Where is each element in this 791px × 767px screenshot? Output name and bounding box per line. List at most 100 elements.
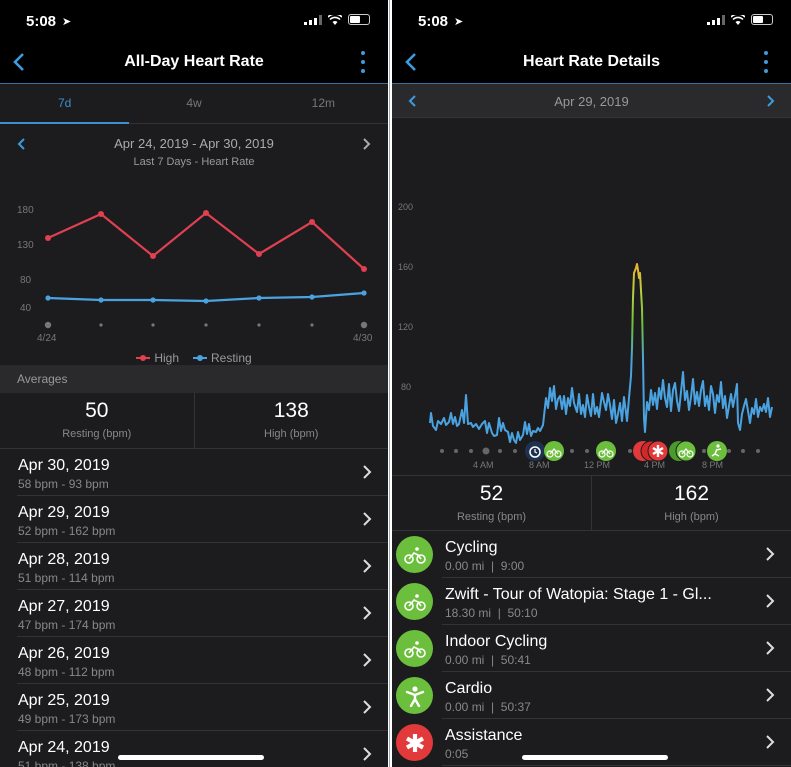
svg-text:200: 200 (398, 202, 413, 212)
home-indicator[interactable] (522, 755, 668, 760)
tab-12m[interactable]: 12m (311, 96, 335, 110)
seven-day-heart-rate-chart: 180 130 80 40 4/24 4/30 High Resting (0, 172, 388, 365)
more-options-button[interactable] (763, 51, 769, 73)
resting-swatch-icon (193, 355, 207, 361)
svg-text:8 AM: 8 AM (529, 460, 550, 470)
cycling-marker-icon[interactable] (544, 441, 564, 461)
svg-text:80: 80 (20, 275, 32, 286)
more-options-button[interactable] (360, 51, 366, 73)
tab-4w[interactable]: 4w (186, 96, 202, 110)
chevron-right-icon (766, 641, 775, 655)
activity-meta: 0.00 mi | 9:00 (445, 559, 525, 573)
activity-meta: 0.00 mi | 50:37 (445, 700, 531, 714)
avg-high-stat: 138 High (bpm) (193, 393, 389, 448)
day-row-apr-30[interactable]: Apr 30, 2019 58 bpm - 93 bpm (17, 449, 388, 496)
avg-high-value: 138 (273, 399, 309, 422)
chevron-right-icon (363, 559, 372, 573)
chevron-right-icon (363, 465, 372, 479)
cycling-marker-icon[interactable] (596, 441, 616, 461)
date-range-header: Apr 24, 2019 - Apr 30, 2019 Last 7 Days … (0, 124, 388, 172)
previous-range-button[interactable] (15, 137, 29, 151)
battery-icon (751, 14, 773, 25)
nav-bar: All-Day Heart Rate (0, 42, 388, 84)
averages-header: Averages (0, 365, 388, 393)
activity-row-indoor-cycling[interactable]: Indoor Cycling 0.00 mi | 50:41 (392, 625, 791, 672)
svg-text:4/30: 4/30 (353, 333, 373, 344)
activity-list: Cycling 0.00 mi | 9:00 Zwift - Tour of Wa… (392, 531, 791, 766)
location-arrow-icon: ➤ (62, 16, 72, 28)
svg-text:12 PM: 12 PM (584, 460, 610, 470)
activity-name: Cycling (445, 539, 498, 556)
back-button[interactable] (10, 50, 30, 74)
chevron-right-icon (766, 594, 775, 608)
activity-row-cardio[interactable]: Cardio 0.00 mi | 50:37 (392, 672, 791, 719)
day-range: 48 bpm - 112 bpm (18, 665, 115, 679)
svg-text:4 PM: 4 PM (644, 460, 665, 470)
high-value: 162 (673, 482, 710, 505)
cardio-marker-icon[interactable] (707, 441, 727, 461)
cellular-signal-icon (304, 14, 322, 25)
period-tabs: 7d 4w 12m (0, 84, 388, 124)
high-label: High (bpm) (664, 511, 719, 523)
day-row-apr-28[interactable]: Apr 28, 2019 51 bpm - 114 bpm (17, 543, 388, 590)
previous-day-button[interactable] (406, 94, 420, 108)
avg-resting-label: Resting (bpm) (62, 428, 132, 440)
resting-value: 52 (479, 482, 504, 505)
svg-text:160: 160 (398, 262, 413, 272)
nav-bar: Heart Rate Details (392, 42, 791, 84)
resting-stat: 52 Resting (bpm) (392, 476, 591, 530)
day-row-apr-29[interactable]: Apr 29, 2019 52 bpm - 162 bpm (17, 496, 388, 543)
svg-text:4 AM: 4 AM (473, 460, 494, 470)
avg-resting-stat: 50 Resting (bpm) (0, 393, 194, 448)
activity-row-zwift[interactable]: Zwift - Tour of Watopia: Stage 1 - Gl...… (392, 578, 791, 625)
assistance-marker-icon[interactable] (633, 440, 669, 462)
day-date: Apr 25, 2019 (18, 692, 110, 709)
status-bar: 5:08 ➤ (392, 0, 791, 42)
home-indicator[interactable] (118, 755, 264, 760)
day-range: 49 bpm - 173 bpm (18, 712, 116, 726)
day-row-apr-27[interactable]: Apr 27, 2019 47 bpm - 174 bpm (17, 590, 388, 637)
day-row-apr-26[interactable]: Apr 26, 2019 48 bpm - 112 bpm (17, 637, 388, 684)
day-range: 51 bpm - 138 bpm (18, 759, 116, 767)
chart-subtitle: Last 7 Days - Heart Rate (133, 156, 255, 168)
activity-name: Cardio (445, 680, 493, 697)
chart-legend: High Resting (0, 351, 388, 365)
day-range: 47 bpm - 174 bpm (18, 618, 116, 632)
activity-row-assistance[interactable]: Assistance 0:05 (392, 719, 791, 766)
activity-row-cycling[interactable]: Cycling 0.00 mi | 9:00 (392, 531, 791, 578)
next-day-button[interactable] (763, 94, 777, 108)
all-day-heart-rate-screen: 5:08 ➤ All-Day Heart Rate 7d 4w 12m Apr … (0, 0, 388, 767)
activity-meta: 18.30 mi | 50:10 (445, 606, 538, 620)
daily-heart-rate-chart: 200 160 120 80 4 AM 8 AM 12 PM 4 PM 8 PM (392, 118, 791, 475)
day-date: Apr 28, 2019 (18, 551, 110, 568)
svg-text:120: 120 (398, 322, 413, 332)
day-range: 51 bpm - 114 bpm (18, 571, 115, 585)
status-bar: 5:08 ➤ (0, 0, 388, 42)
day-row-apr-25[interactable]: Apr 25, 2019 49 bpm - 173 bpm (17, 684, 388, 731)
legend-resting-label: Resting (211, 351, 252, 365)
location-arrow-icon: ➤ (454, 16, 464, 28)
day-row-apr-24[interactable]: Apr 24, 2019 51 bpm - 138 bpm (17, 731, 388, 767)
high-swatch-icon (136, 355, 151, 361)
wifi-icon (731, 14, 745, 25)
next-range-button[interactable] (359, 137, 373, 151)
alarm-marker-icon[interactable] (525, 441, 545, 461)
back-button[interactable] (402, 50, 422, 74)
chevron-right-icon (363, 747, 372, 761)
tab-7d[interactable]: 7d (57, 96, 72, 110)
svg-text:8 PM: 8 PM (702, 460, 723, 470)
activity-name: Assistance (445, 727, 523, 744)
avg-high-label: High (bpm) (264, 428, 319, 440)
chevron-right-icon (363, 653, 372, 667)
cycling-marker-icon[interactable] (669, 440, 697, 462)
day-selector: Apr 29, 2019 (392, 84, 791, 118)
active-tab-indicator (0, 122, 129, 124)
day-range: 52 bpm - 162 bpm (18, 524, 116, 538)
battery-icon (348, 14, 370, 25)
activity-meta: 0.00 mi | 50:41 (445, 653, 531, 667)
day-date: Apr 26, 2019 (18, 645, 110, 662)
status-time: 5:08 (418, 13, 449, 30)
selected-day: Apr 29, 2019 (554, 94, 629, 109)
day-range: 58 bpm - 93 bpm (18, 477, 109, 491)
legend-high-label: High (154, 351, 179, 365)
